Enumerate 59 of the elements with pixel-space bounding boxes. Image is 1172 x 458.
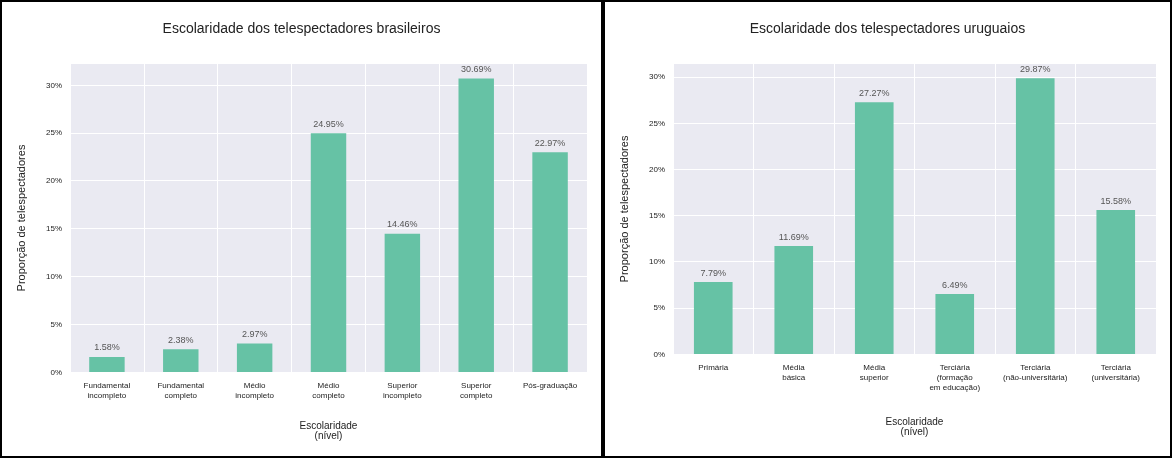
- data-label: 15.58%: [1100, 195, 1132, 206]
- y-axis-title: Proporção de telespectadores: [617, 135, 630, 283]
- bar: [236, 343, 273, 372]
- data-label: 6.49%: [941, 279, 968, 290]
- bar: [310, 133, 347, 372]
- y-tick-label: 20%: [648, 164, 665, 174]
- data-label: 14.46%: [387, 219, 418, 230]
- x-tick-label: Terciária (formação em educação): [929, 362, 981, 392]
- data-label: 22.97%: [534, 137, 566, 148]
- data-label: 27.27%: [858, 87, 890, 98]
- data-label: 11.69%: [778, 231, 809, 242]
- x-tick-label: Média superior: [859, 362, 890, 382]
- bar: [384, 233, 421, 372]
- data-label: 30.69%: [460, 63, 492, 74]
- bar: [854, 102, 894, 354]
- x-tick-label: Pós-graduação: [522, 380, 578, 390]
- y-tick-label: 30%: [648, 72, 665, 82]
- bar: [774, 246, 814, 354]
- y-tick-label: 20%: [45, 176, 62, 186]
- x-tick-label: Superior completo: [459, 380, 493, 400]
- y-tick-label: 15%: [45, 224, 62, 234]
- x-tick-label: Média básica: [782, 362, 806, 382]
- y-tick-label: 5%: [653, 303, 665, 313]
- x-tick-label: Médio incompleto: [235, 380, 275, 400]
- x-tick-label: Terciária (universitária): [1091, 362, 1141, 382]
- x-tick-label: Terciária (não-universitária): [1003, 362, 1068, 382]
- y-tick-label: 10%: [45, 271, 62, 281]
- data-label: 24.95%: [313, 118, 344, 129]
- data-label: 29.87%: [1019, 63, 1051, 74]
- bar: [693, 282, 733, 354]
- bar: [1096, 210, 1136, 354]
- x-tick-label: Fundamental incompleto: [83, 380, 131, 400]
- data-label: 2.97%: [241, 329, 268, 340]
- y-tick-label: 10%: [648, 257, 665, 267]
- x-tick-label: Superior incompleto: [383, 380, 423, 400]
- data-label: 1.58%: [94, 342, 120, 353]
- data-label: 7.79%: [700, 267, 727, 278]
- bar: [163, 349, 199, 372]
- bar: [89, 356, 125, 372]
- x-tick-label: Médio completo: [312, 380, 346, 400]
- chart-title: Escolaridade dos telespectadores uruguaios: [749, 20, 1026, 36]
- x-axis-title: Escolaridade (nível): [299, 419, 358, 441]
- y-axis-title: Proporção de telespectadores: [14, 144, 27, 292]
- y-tick-label: 30%: [45, 80, 62, 90]
- y-tick-label: 0%: [50, 367, 62, 377]
- x-axis-title: Escolaridade (nível): [885, 415, 944, 437]
- y-tick-label: 25%: [648, 118, 665, 128]
- bar: [532, 152, 568, 372]
- y-tick-label: 0%: [653, 349, 665, 359]
- bar: [935, 294, 975, 354]
- x-tick-label: Primária: [698, 362, 729, 372]
- x-tick-label: Fundamental completo: [157, 380, 205, 400]
- y-tick-label: 5%: [50, 319, 62, 329]
- bar: [458, 78, 494, 372]
- y-tick-label: 15%: [648, 210, 665, 220]
- bar: [1015, 78, 1055, 354]
- y-tick-label: 25%: [45, 128, 62, 138]
- data-label: 2.38%: [168, 334, 194, 345]
- chart-title: Escolaridade dos telespectadores brasileiros: [162, 20, 441, 36]
